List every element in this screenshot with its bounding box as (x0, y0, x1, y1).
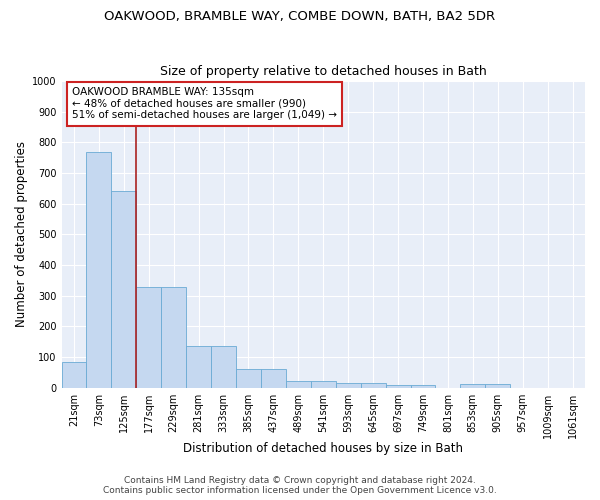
Bar (311, 381, 336, 388)
Bar (186, 346, 211, 388)
Bar (386, 384, 410, 388)
Bar (136, 286, 161, 388)
Text: Contains HM Land Registry data © Crown copyright and database right 2024.
Contai: Contains HM Land Registry data © Crown c… (103, 476, 497, 495)
Bar (460, 384, 485, 388)
Bar (336, 384, 361, 388)
Bar (236, 370, 261, 388)
Bar (485, 384, 510, 388)
Bar (410, 384, 436, 388)
Bar (112, 192, 136, 388)
Text: OAKWOOD BRAMBLE WAY: 135sqm
← 48% of detached houses are smaller (990)
51% of se: OAKWOOD BRAMBLE WAY: 135sqm ← 48% of det… (72, 87, 337, 120)
X-axis label: Distribution of detached houses by size in Bath: Distribution of detached houses by size … (183, 442, 463, 455)
Bar (286, 381, 311, 388)
Bar (161, 286, 186, 388)
Text: OAKWOOD, BRAMBLE WAY, COMBE DOWN, BATH, BA2 5DR: OAKWOOD, BRAMBLE WAY, COMBE DOWN, BATH, … (104, 10, 496, 23)
Bar (211, 346, 236, 388)
Y-axis label: Number of detached properties: Number of detached properties (15, 142, 28, 328)
Bar (86, 152, 112, 388)
Bar (62, 362, 86, 388)
Bar (361, 384, 386, 388)
Bar (261, 370, 286, 388)
Title: Size of property relative to detached houses in Bath: Size of property relative to detached ho… (160, 66, 487, 78)
